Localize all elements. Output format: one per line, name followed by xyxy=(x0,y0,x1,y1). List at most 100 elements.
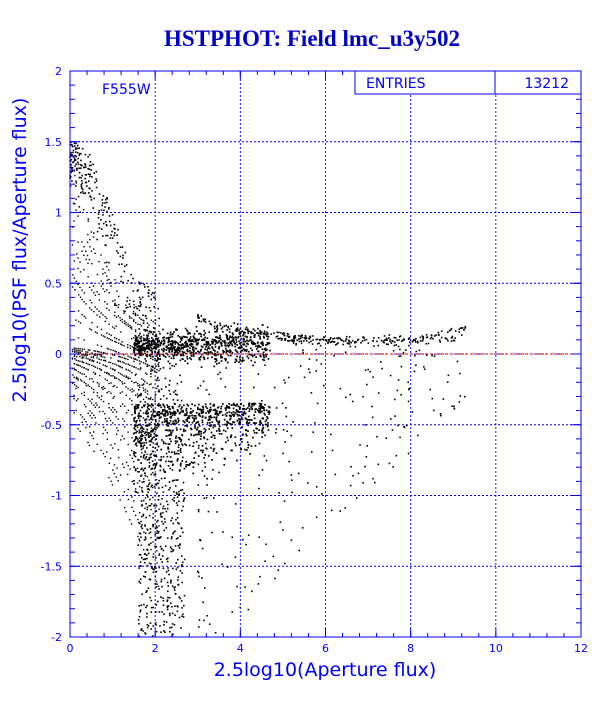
data-point xyxy=(156,482,158,485)
data-point xyxy=(142,412,145,414)
data-point xyxy=(217,373,219,376)
data-point xyxy=(104,262,106,264)
data-point xyxy=(221,403,224,405)
data-point xyxy=(162,523,165,525)
data-point xyxy=(393,341,396,343)
data-point xyxy=(141,481,144,483)
data-point xyxy=(182,420,184,422)
data-point xyxy=(320,338,322,341)
data-point xyxy=(83,381,85,384)
data-point xyxy=(167,567,169,569)
data-point xyxy=(81,298,83,301)
data-point xyxy=(98,406,100,408)
data-point xyxy=(102,222,105,225)
data-point xyxy=(179,411,182,414)
data-point xyxy=(139,435,142,438)
data-point xyxy=(248,410,251,412)
data-point xyxy=(144,432,146,435)
data-point xyxy=(205,346,207,348)
data-point xyxy=(92,381,95,383)
x-tick-label: 12 xyxy=(574,642,588,655)
data-point xyxy=(154,400,156,403)
data-point xyxy=(115,325,117,327)
data-point xyxy=(240,349,243,352)
data-point xyxy=(244,335,247,338)
data-point xyxy=(247,422,250,425)
data-point xyxy=(213,409,216,412)
data-point xyxy=(158,479,160,482)
data-point xyxy=(162,549,165,552)
data-point xyxy=(285,415,288,418)
data-point xyxy=(282,333,285,336)
data-point xyxy=(155,492,158,495)
data-point xyxy=(162,491,165,493)
data-point xyxy=(132,300,135,303)
data-point xyxy=(266,417,269,420)
data-point xyxy=(183,558,186,561)
data-point xyxy=(109,237,112,239)
data-point xyxy=(464,327,466,329)
data-point xyxy=(362,336,365,338)
data-point xyxy=(145,434,148,436)
data-point xyxy=(90,387,93,389)
data-point xyxy=(203,619,205,622)
data-point xyxy=(136,430,138,433)
data-point xyxy=(140,394,142,396)
data-point xyxy=(169,419,172,422)
data-point xyxy=(155,463,158,466)
data-point xyxy=(303,376,306,379)
data-point xyxy=(100,219,102,221)
data-point xyxy=(337,337,339,340)
data-point xyxy=(108,309,110,311)
data-point xyxy=(150,337,153,339)
data-point xyxy=(272,555,275,558)
data-point xyxy=(439,341,442,343)
data-point xyxy=(213,325,216,328)
data-point xyxy=(81,380,83,382)
data-point xyxy=(153,350,156,352)
data-point xyxy=(159,469,162,472)
data-point xyxy=(96,404,98,406)
data-point xyxy=(208,428,211,430)
data-point xyxy=(154,466,156,469)
data-point xyxy=(241,434,244,436)
data-point xyxy=(190,343,193,345)
data-point xyxy=(140,544,142,546)
data-point xyxy=(267,429,270,431)
data-point xyxy=(399,436,401,439)
data-point xyxy=(147,488,150,490)
data-point xyxy=(144,347,147,349)
data-point xyxy=(325,340,328,342)
data-point xyxy=(121,263,123,265)
data-point xyxy=(76,151,79,154)
data-point xyxy=(156,379,158,382)
data-point xyxy=(165,527,168,529)
data-point xyxy=(190,351,193,354)
data-point xyxy=(197,455,200,457)
data-point xyxy=(123,405,126,407)
data-point xyxy=(284,382,286,384)
data-point xyxy=(252,328,255,331)
data-point xyxy=(75,198,77,201)
data-point xyxy=(94,331,97,333)
data-point xyxy=(235,350,238,353)
data-point xyxy=(180,462,182,465)
data-point xyxy=(192,351,195,354)
data-point xyxy=(278,331,280,334)
data-point xyxy=(244,412,247,415)
data-point xyxy=(234,349,237,351)
data-point xyxy=(91,412,93,414)
data-point xyxy=(259,423,262,426)
data-point xyxy=(75,385,78,387)
data-point xyxy=(386,339,389,341)
data-point xyxy=(210,408,212,411)
data-point xyxy=(248,404,251,407)
data-point xyxy=(113,327,116,329)
data-point xyxy=(152,320,154,323)
data-point xyxy=(78,147,80,149)
data-point xyxy=(211,347,214,350)
data-point xyxy=(140,426,143,429)
data-point xyxy=(229,351,231,354)
data-point xyxy=(409,341,411,343)
data-point xyxy=(90,402,93,404)
